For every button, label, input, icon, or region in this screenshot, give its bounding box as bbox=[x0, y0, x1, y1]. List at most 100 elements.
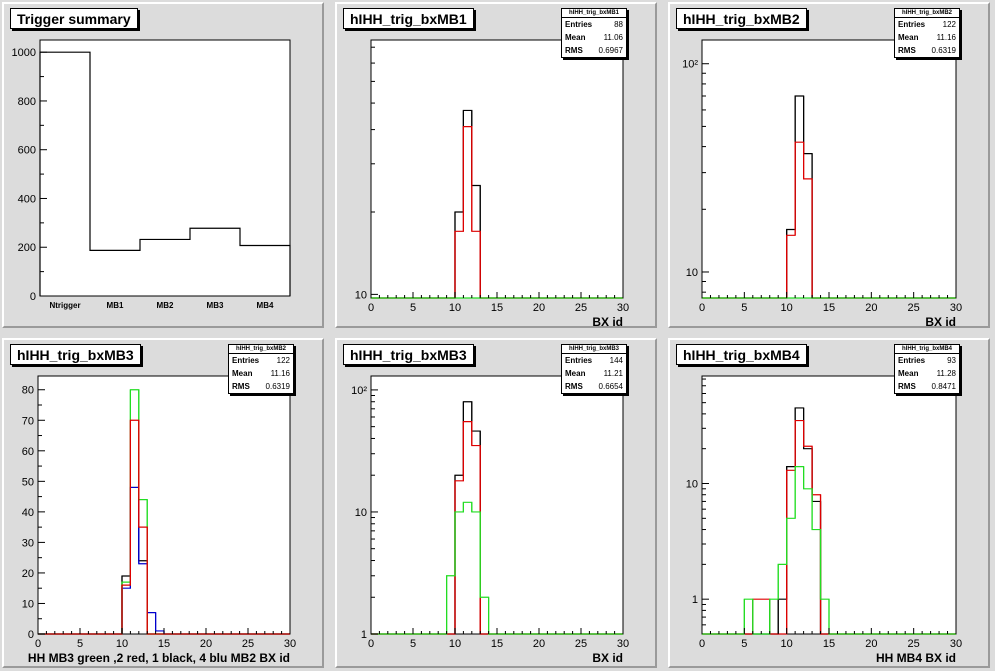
stats-box: hIHH_trig_bxMB4 Entries 93 Mean 11.28 RMS 0.84… bbox=[894, 344, 960, 394]
x-tick-label: 20 bbox=[865, 302, 877, 314]
stats-row-mean: Mean 11.16 bbox=[229, 367, 293, 380]
stats-row-rms: RMS 0.6319 bbox=[229, 380, 293, 393]
x-axis-label: HH MB3 green ,2 red, 1 black, 4 blu MB2 … bbox=[28, 651, 290, 665]
pad-mb2: 0 5 10 15 20 25 30 10 10² BX id hIHH_trig_bxMB2 hIH… bbox=[668, 2, 990, 328]
series-red-edges bbox=[121, 420, 148, 634]
x-tick-label: 10 bbox=[449, 638, 461, 650]
stats-label-rms: RMS bbox=[565, 382, 583, 391]
x-tick-label: 10 bbox=[781, 302, 793, 314]
series-green-hist bbox=[702, 466, 956, 635]
y-tick-label: 0 bbox=[28, 629, 34, 641]
chart-title: hIHH_trig_bxMB1 bbox=[343, 8, 474, 29]
x-tick-label: 20 bbox=[533, 302, 545, 314]
stats-row-entries: Entries 93 bbox=[895, 354, 959, 367]
stats-label-rms: RMS bbox=[232, 382, 250, 391]
stats-box: hIHH_trig_bxMB2 Entries 122 Mean 11.16 RMS 0.6… bbox=[894, 8, 960, 58]
y-tick-label: 10 bbox=[355, 289, 367, 301]
stats-value-rms: 0.6967 bbox=[598, 46, 623, 55]
stats-label-entries: Entries bbox=[898, 20, 926, 29]
x-tick-label: 15 bbox=[823, 638, 835, 650]
x-tick-label: 25 bbox=[908, 638, 920, 650]
stats-value-entries: 122 bbox=[942, 20, 956, 29]
x-axis-label: BX id bbox=[592, 315, 623, 326]
stats-value-mean: 11.16 bbox=[270, 369, 290, 378]
summary-hist bbox=[39, 51, 291, 296]
stats-label-mean: Mean bbox=[898, 33, 919, 42]
y-tick-label: 10² bbox=[682, 59, 698, 71]
pad-trigger-summary: Ntrigger MB1 MB2 MB3 MB4 0 200 400 600 800 1000 Tri… bbox=[2, 2, 324, 328]
x-tick-label: 10 bbox=[449, 302, 461, 314]
stats-box-name: hIHH_trig_bxMB2 bbox=[895, 9, 959, 18]
x-tick-label: 25 bbox=[575, 638, 587, 650]
stats-box-name: hIHH_trig_bxMB3 bbox=[562, 345, 626, 354]
stats-row-entries: Entries 144 bbox=[562, 354, 626, 367]
stats-row-mean: Mean 11.21 bbox=[562, 367, 626, 380]
pad-mb3-log: 0 5 10 15 20 25 30 1 10 10² BX id hIHH_trig_bxMB3 hI… bbox=[335, 338, 657, 668]
chart-title: hIHH_trig_bxMB3 bbox=[10, 344, 141, 365]
x-axis-label: BX id bbox=[592, 651, 623, 665]
stats-row-entries: Entries 122 bbox=[895, 18, 959, 31]
x-axis-label: HH MB4 BX id bbox=[876, 651, 956, 665]
y-tick-label: 10 bbox=[355, 507, 367, 519]
stats-label-entries: Entries bbox=[565, 356, 593, 365]
x-tick-label: 5 bbox=[741, 302, 747, 314]
x-tick-label: 5 bbox=[410, 302, 416, 314]
x-tick-label: 0 bbox=[368, 302, 374, 314]
stats-box: hIHH_trig_bxMB1 Entries 88 Mean 11.06 RMS 0.69… bbox=[561, 8, 627, 58]
y-tick-label: 10 bbox=[686, 267, 698, 279]
plot-frame bbox=[370, 375, 624, 635]
y-tick-label: 600 bbox=[18, 145, 36, 157]
category-label: MB3 bbox=[207, 301, 224, 310]
y-tick-label: 10 bbox=[686, 479, 698, 491]
stats-row-rms: RMS 0.6654 bbox=[562, 380, 626, 393]
stats-label-rms: RMS bbox=[898, 382, 916, 391]
category-label: MB4 bbox=[257, 301, 274, 310]
plot-frame bbox=[39, 39, 291, 297]
x-tick-label: 20 bbox=[865, 638, 877, 650]
plot-frame bbox=[370, 39, 624, 299]
y-tick-label: 20 bbox=[22, 568, 34, 580]
x-tick-label: 30 bbox=[950, 638, 962, 650]
y-tick-label: 400 bbox=[18, 193, 36, 205]
stats-box-name: hIHH_trig_bxMB2 bbox=[229, 345, 293, 354]
x-tick-label: 5 bbox=[410, 638, 416, 650]
chart-title: hIHH_trig_bxMB2 bbox=[676, 8, 807, 29]
category-label: MB1 bbox=[107, 301, 124, 310]
y-tick-label: 0 bbox=[30, 291, 36, 303]
stats-row-mean: Mean 11.28 bbox=[895, 367, 959, 380]
plot-svg: 0 5 10 15 20 25 30 0 10 20 30 40 50 60 70 80 HH MB3 gree… bbox=[22, 375, 296, 665]
stats-label-mean: Mean bbox=[232, 369, 253, 378]
y-tick-label: 200 bbox=[18, 242, 36, 254]
y-tick-label: 1000 bbox=[12, 47, 36, 59]
x-tick-label: 0 bbox=[35, 638, 41, 650]
chart-title: Trigger summary bbox=[10, 8, 138, 29]
plot-frame bbox=[701, 39, 957, 299]
x-tick-label: 5 bbox=[741, 638, 747, 650]
y-tick-label: 60 bbox=[22, 446, 34, 458]
series-red-edges bbox=[454, 126, 481, 298]
y-tick-label: 10² bbox=[351, 385, 367, 397]
x-tick-label: 30 bbox=[950, 302, 962, 314]
plot-svg: 0 5 10 15 20 25 30 10 BX id bbox=[355, 39, 629, 326]
stats-label-rms: RMS bbox=[898, 46, 916, 55]
stats-value-mean: 11.16 bbox=[936, 33, 956, 42]
stats-row-entries: Entries 88 bbox=[562, 18, 626, 31]
y-tick-label: 1 bbox=[361, 629, 367, 641]
stats-row-rms: RMS 0.6319 bbox=[895, 44, 959, 57]
stats-value-entries: 122 bbox=[276, 356, 290, 365]
stats-label-mean: Mean bbox=[898, 369, 919, 378]
series-green-edges bbox=[446, 502, 490, 634]
x-tick-label: 0 bbox=[699, 302, 705, 314]
x-tick-label: 0 bbox=[699, 638, 705, 650]
stats-value-rms: 0.6319 bbox=[265, 382, 290, 391]
x-tick-label: 15 bbox=[158, 638, 170, 650]
stats-row-mean: Mean 11.16 bbox=[895, 31, 959, 44]
stats-value-mean: 11.21 bbox=[603, 369, 623, 378]
x-tick-label: 30 bbox=[617, 638, 629, 650]
x-tick-label: 30 bbox=[284, 638, 296, 650]
stats-box: hIHH_trig_bxMB2 Entries 122 Mean 11.16 RMS 0.6… bbox=[228, 344, 294, 394]
x-tick-label: 25 bbox=[575, 302, 587, 314]
stats-row-rms: RMS 0.6967 bbox=[562, 44, 626, 57]
stats-row-entries: Entries 122 bbox=[229, 354, 293, 367]
chart-title: hIHH_trig_bxMB4 bbox=[676, 344, 807, 365]
